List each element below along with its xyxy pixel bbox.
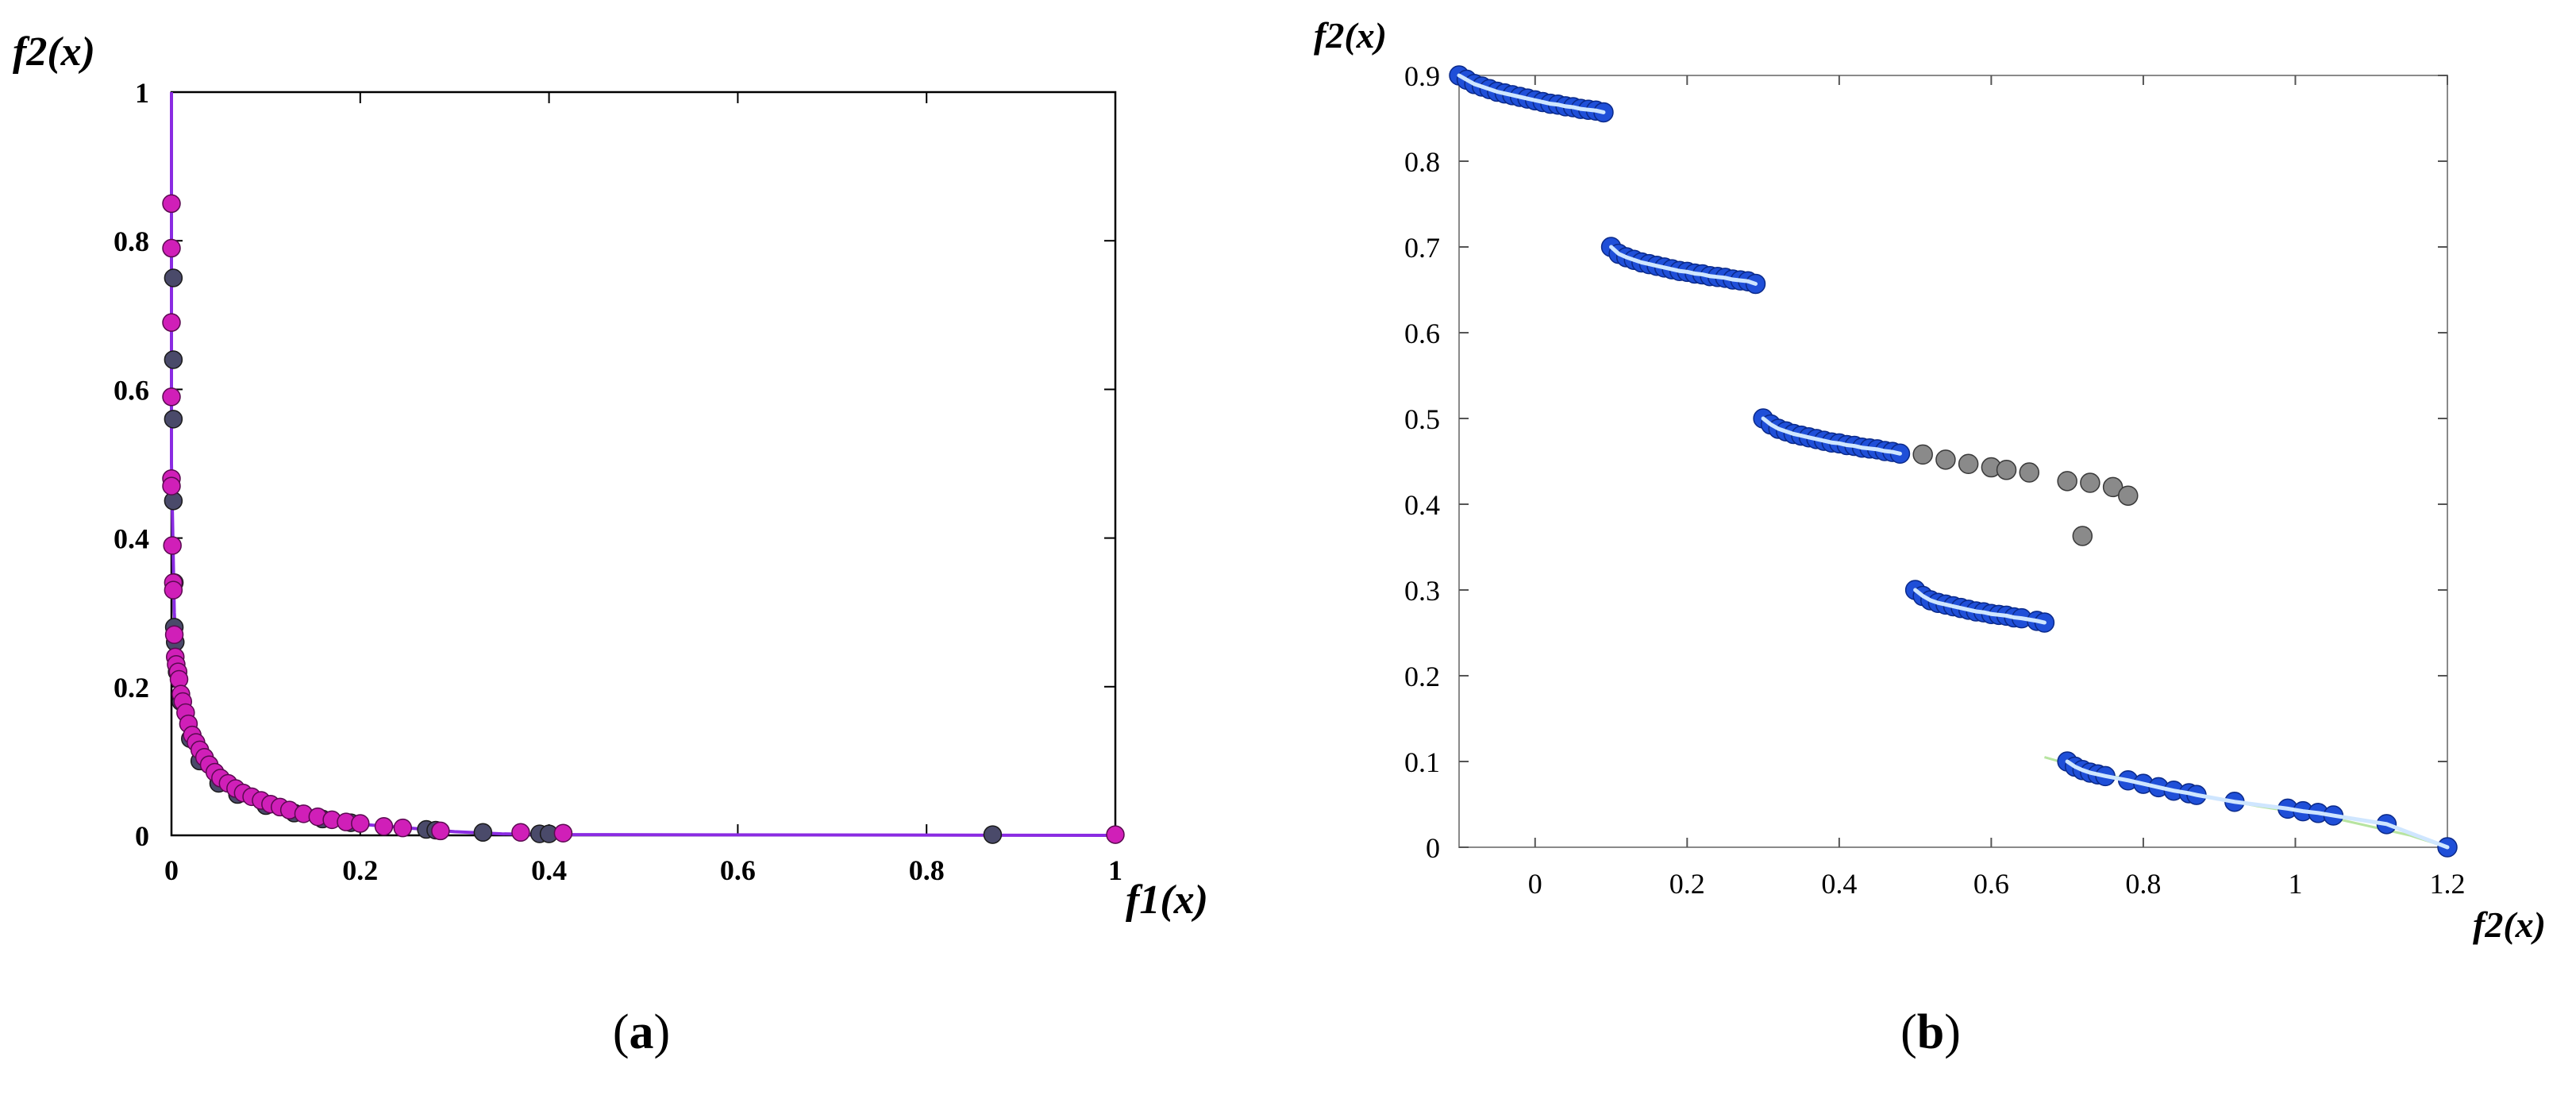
a-magenta-point bbox=[553, 823, 573, 842]
b-segment-highlight bbox=[1457, 73, 1606, 114]
a-ytick-label: 0.4 bbox=[114, 523, 149, 555]
a-magenta-point bbox=[374, 817, 394, 836]
b-ytick-label: 0.9 bbox=[1404, 60, 1440, 92]
b-gray-point bbox=[2080, 472, 2100, 493]
b-segment-highlight bbox=[1761, 416, 1902, 456]
a-dark-point bbox=[164, 268, 183, 287]
panel-b-points bbox=[1449, 65, 2458, 858]
a-magenta-point bbox=[1106, 825, 1125, 844]
b-segment-highlight bbox=[2065, 759, 2450, 850]
panel-a-plot-frame bbox=[170, 91, 1117, 837]
panel-a-caption: (a) bbox=[613, 1005, 670, 1059]
b-ytick-label: 0.4 bbox=[1404, 489, 1440, 521]
b-xtick-label: 0.8 bbox=[2125, 868, 2161, 900]
panel-a-front-line bbox=[170, 92, 1116, 837]
a-ytick-label: 0 bbox=[135, 820, 149, 852]
a-magenta-point bbox=[162, 313, 181, 332]
b-xtick-label: 0.6 bbox=[1973, 868, 2009, 900]
b-xtick-label: 0.4 bbox=[1821, 868, 1857, 900]
b-xtick-label: 0.2 bbox=[1669, 868, 1705, 900]
panel-b-xlabel: f2(x) bbox=[2473, 904, 2546, 945]
a-ytick-label: 0.8 bbox=[114, 226, 149, 257]
a-magenta-point bbox=[162, 387, 181, 407]
a-xtick-label: 0.6 bbox=[720, 854, 756, 886]
panel-b-caption: (b) bbox=[1900, 1005, 1961, 1059]
b-xtick-label: 1.2 bbox=[2430, 868, 2466, 900]
a-magenta-point bbox=[351, 814, 370, 833]
a-ytick-label: 0.6 bbox=[114, 374, 149, 406]
a-magenta-point bbox=[393, 818, 413, 838]
a-xtick-label: 0.8 bbox=[909, 854, 945, 886]
panel-a-ticks: 0 0.2 0.4 0.6 0.8 1 0 0.2 0.4 0.6 0.8 1 bbox=[114, 77, 1122, 886]
a-ytick-label: 0.2 bbox=[114, 672, 149, 704]
b-xtick-label: 0 bbox=[1528, 868, 1542, 900]
panel-a: 0 0.2 0.4 0.6 0.8 1 0 0.2 0.4 0.6 0.8 1 f2(x) f1(x) bbox=[13, 29, 1208, 923]
a-dark-point bbox=[164, 410, 183, 429]
b-gray-point bbox=[1935, 449, 1956, 470]
a-dark-point bbox=[473, 823, 493, 842]
b-ytick-label: 0.5 bbox=[1404, 403, 1440, 435]
b-gray-point bbox=[2072, 526, 2093, 546]
a-magenta-point bbox=[163, 536, 182, 555]
b-segment-highlight bbox=[1913, 588, 2047, 625]
b-ytick-label: 0.8 bbox=[1404, 146, 1440, 178]
a-magenta-point bbox=[431, 821, 450, 841]
a-ytick-label: 1 bbox=[135, 77, 149, 109]
panel-a-xlabel: f1(x) bbox=[1126, 877, 1208, 923]
a-magenta-point bbox=[162, 238, 181, 258]
b-ytick-label: 0.6 bbox=[1404, 318, 1440, 349]
caption-b-open: ( bbox=[1900, 1005, 1917, 1059]
b-gray-point bbox=[2019, 462, 2040, 483]
a-dark-point bbox=[983, 825, 1003, 844]
panel-b-ylabel: f2(x) bbox=[1314, 15, 1387, 56]
a-true-front-line bbox=[170, 92, 1116, 837]
b-gray-point bbox=[2057, 471, 2077, 492]
caption-b-letter: b bbox=[1917, 1005, 1944, 1059]
b-gray-point bbox=[2118, 485, 2139, 506]
b-segment-highlight bbox=[1609, 245, 1758, 286]
a-magenta-point bbox=[164, 580, 183, 600]
b-gray-point bbox=[1958, 453, 1979, 474]
panel-a-ylabel: f2(x) bbox=[13, 29, 95, 75]
a-xtick-label: 0 bbox=[164, 854, 179, 886]
a-magenta-point bbox=[162, 476, 181, 495]
panel-b: 0 0.2 0.4 0.6 0.8 1 1.2 0 0.1 0.2 0.3 0.4 0.5 0.6 0.7 0… bbox=[1314, 15, 2546, 945]
panel-b-ticks: 0 0.2 0.4 0.6 0.8 1 1.2 0 0.1 0.2 0.3 0.4 0.5 0.6 0.7 0… bbox=[1404, 60, 2466, 900]
b-gray-point bbox=[1996, 460, 2017, 480]
a-xtick-label: 0.4 bbox=[531, 854, 567, 886]
b-ytick-label: 0.2 bbox=[1404, 661, 1440, 692]
a-magenta-point bbox=[162, 194, 181, 214]
a-magenta-point bbox=[511, 823, 530, 842]
caption-a-close: ) bbox=[654, 1005, 671, 1059]
b-ytick-label: 0 bbox=[1426, 832, 1440, 864]
b-xtick-label: 1 bbox=[2288, 868, 2302, 900]
panel-a-points bbox=[162, 194, 1125, 844]
a-dark-point bbox=[164, 350, 183, 369]
a-xtick-label: 1 bbox=[1108, 854, 1122, 886]
caption-a-open: ( bbox=[613, 1005, 630, 1059]
caption-a-letter: a bbox=[630, 1005, 654, 1059]
panel-b-plot-frame bbox=[1458, 75, 2448, 848]
b-ytick-label: 0.1 bbox=[1404, 746, 1440, 778]
a-magenta-point bbox=[164, 625, 184, 645]
caption-b-close: ) bbox=[1944, 1005, 1961, 1059]
b-gray-point bbox=[2102, 476, 2124, 498]
b-gray-point bbox=[1912, 444, 1933, 465]
b-ytick-label: 0.7 bbox=[1404, 232, 1440, 264]
a-xtick-label: 0.2 bbox=[342, 854, 378, 886]
b-ytick-label: 0.3 bbox=[1404, 575, 1440, 607]
